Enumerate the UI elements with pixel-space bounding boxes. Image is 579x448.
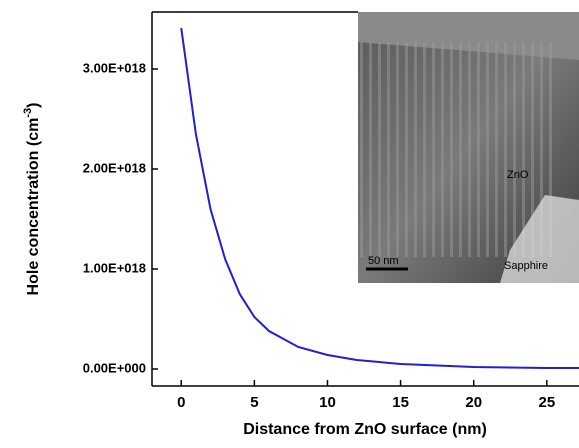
x-tick-label: 0 bbox=[177, 394, 185, 411]
inset-label: 50 nm bbox=[368, 255, 399, 267]
inset-label: Sapphire bbox=[504, 260, 548, 272]
inset-label: ZnO bbox=[507, 169, 529, 181]
y-axis-label: Hole concentration (cm-3) bbox=[22, 103, 42, 296]
y-tick-label: 1.00E+018 bbox=[83, 260, 146, 275]
y-axis-label-text: Hole concentration (cm bbox=[25, 118, 42, 296]
x-tick-label: 25 bbox=[538, 394, 555, 411]
x-tick-label: 15 bbox=[392, 394, 409, 411]
y-axis-label-end: ) bbox=[25, 103, 42, 108]
y-axis-label-sup: -3 bbox=[22, 108, 34, 118]
y-tick-label: 3.00E+018 bbox=[83, 60, 146, 75]
x-tick-label: 5 bbox=[250, 394, 258, 411]
x-axis-label: Distance from ZnO surface (nm) bbox=[243, 421, 487, 438]
x-tick-label: 10 bbox=[319, 394, 336, 411]
sem-inset: ZnO 50 nm Sapphire bbox=[358, 12, 579, 283]
y-tick-label: 0.00E+000 bbox=[83, 360, 146, 375]
y-tick-label: 2.00E+018 bbox=[83, 160, 146, 175]
chart: Distance from ZnO surface (nm) Hole conc… bbox=[0, 0, 579, 443]
x-tick-label: 20 bbox=[465, 394, 482, 411]
